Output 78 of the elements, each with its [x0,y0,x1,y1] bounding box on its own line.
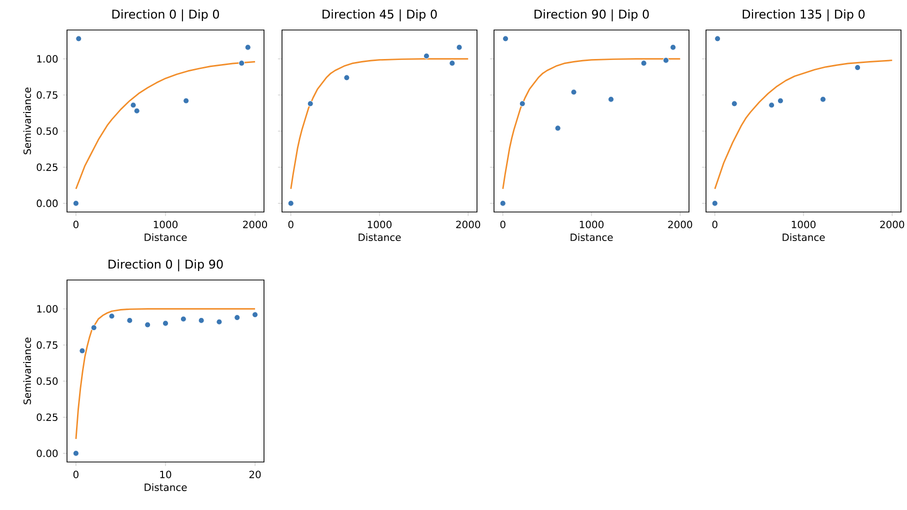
chart-title: Direction 0 | Dip 90 [108,259,223,272]
y-axis-title: Semivariance [23,88,32,154]
point [777,98,784,104]
point [238,60,245,66]
x-tick-label: 0 [288,220,294,228]
point [854,64,861,71]
point [670,44,676,50]
point [108,313,115,320]
x-tick-label: 2000 [880,220,904,228]
point [768,102,775,108]
point [198,317,204,324]
x-axis-title: Distance [144,233,187,242]
point [820,96,826,102]
y-axis-title: Semivariance [23,338,32,404]
x-tick-label: 0 [73,470,78,478]
chart-title: Direction 45 | Dip 0 [322,9,437,22]
point [216,318,222,325]
point [307,100,314,107]
point [714,36,721,42]
x-tick-label: 2000 [668,220,692,228]
point [554,125,561,132]
y-tick-label: 0.75 [36,341,58,349]
point [76,36,82,42]
y-tick-label: 0.25 [36,163,58,171]
point [640,60,647,66]
point [130,102,136,108]
x-axis-title: Distance [144,483,187,492]
x-tick-label: 20 [249,470,261,478]
chart-title: Direction 0 | Dip 0 [112,9,219,22]
y-tick-label: 0.75 [36,91,58,99]
point [126,317,133,324]
x-tick-label: 2000 [456,220,480,228]
x-axis-title: Distance [358,233,401,242]
point [252,312,258,318]
x-tick-label: 1000 [154,220,178,228]
y-tick-label: 0.25 [36,413,58,421]
point [712,200,718,206]
y-tick-label: 0.50 [36,377,58,385]
point [180,316,186,322]
x-tick-label: 0 [500,220,506,228]
x-tick-label: 1000 [368,220,392,228]
x-tick-label: 0 [73,220,78,228]
chart-title: Direction 135 | Dip 0 [742,9,865,22]
x-tick-label: 0 [712,220,718,228]
point [144,322,151,328]
point [344,74,350,81]
point [519,100,526,107]
point [288,200,294,206]
point [79,348,86,354]
point [423,52,430,60]
x-tick-label: 1000 [580,220,604,228]
point [608,96,614,102]
x-tick-label: 2000 [243,220,268,228]
chart-title: Direction 90 | Dip 0 [534,9,649,22]
y-tick-label: 1.00 [37,55,58,63]
point [662,57,670,64]
y-tick-label: 0.00 [36,450,58,458]
point [502,36,509,42]
point [731,100,738,107]
x-axis-title: Distance [782,233,825,242]
point [456,44,462,50]
y-tick-label: 0.00 [36,200,58,208]
point [449,60,456,66]
point [72,200,80,206]
point [90,324,97,331]
point [570,89,577,96]
point [500,200,506,206]
point [162,320,169,326]
point [244,44,251,50]
point [134,108,140,114]
x-axis-title: Distance [570,233,613,242]
x-tick-label: 1000 [792,220,816,228]
point [72,450,80,456]
point [234,314,240,321]
y-tick-label: 1.00 [37,305,58,313]
y-tick-label: 0.50 [36,127,58,135]
x-tick-label: 10 [160,470,172,478]
point [183,98,190,104]
